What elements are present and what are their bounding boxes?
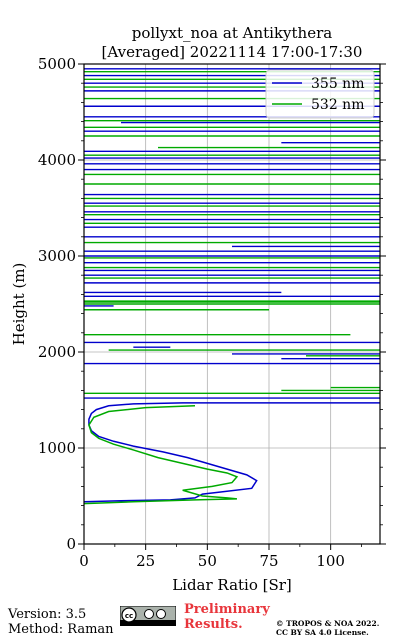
- version-text: Version: 3.5: [8, 607, 87, 622]
- y-tick-label: 3000: [38, 247, 76, 265]
- series-line-532-nm: [83, 405, 239, 505]
- y-tick-label: 4000: [38, 151, 76, 169]
- chart-title: pollyxt_noa at Antikythera: [132, 24, 332, 42]
- legend-label-355: 355 nm: [311, 76, 364, 92]
- x-tick-label: 25: [136, 552, 155, 570]
- y-tick-label: 2000: [38, 343, 76, 361]
- y-tick-label: 0: [66, 535, 76, 553]
- lidar-ratio-chart: pollyxt_noa at Antikythera [Averaged] 20…: [10, 24, 386, 594]
- copyright-note: © TROPOS & NOA 2022. CC BY SA 4.0 Licens…: [276, 619, 379, 637]
- plot-frame: [83, 63, 381, 545]
- plot-area: [83, 63, 380, 545]
- legend-label-532: 532 nm: [311, 97, 364, 113]
- legend-box: [265, 69, 375, 119]
- copyright-line-1: © TROPOS & NOA 2022.: [276, 619, 380, 628]
- preliminary-line-1: Preliminary: [184, 602, 270, 617]
- x-tick-label: 75: [259, 552, 278, 570]
- svg-text:cc: cc: [125, 612, 133, 620]
- x-tick-label: 100: [316, 552, 345, 570]
- cc-by-sa-icon: cc: [120, 606, 176, 626]
- preliminary-note: Preliminary Results.: [184, 602, 270, 632]
- copyright-line-2: CC BY SA 4.0 License.: [276, 628, 369, 637]
- y-tick-label: 1000: [38, 439, 76, 457]
- legend: 355 nm 532 nm: [265, 69, 375, 119]
- chart-subtitle: [Averaged] 20221114 17:00-17:30: [102, 43, 363, 61]
- x-axis: 0 25 50 75 100: [79, 544, 362, 570]
- y-axis: 0 1000 2000 3000 4000 5000: [38, 55, 386, 553]
- method-text: Method: Raman: [8, 622, 114, 637]
- preliminary-line-2: Results.: [184, 617, 243, 632]
- x-tick-label: 50: [198, 552, 217, 570]
- x-tick-label: 0: [79, 552, 89, 570]
- series-line-355-nm: [83, 402, 380, 503]
- y-axis-label: Height (m): [10, 263, 28, 346]
- x-axis-label: Lidar Ratio [Sr]: [172, 576, 292, 594]
- y-tick-label: 5000: [38, 55, 76, 73]
